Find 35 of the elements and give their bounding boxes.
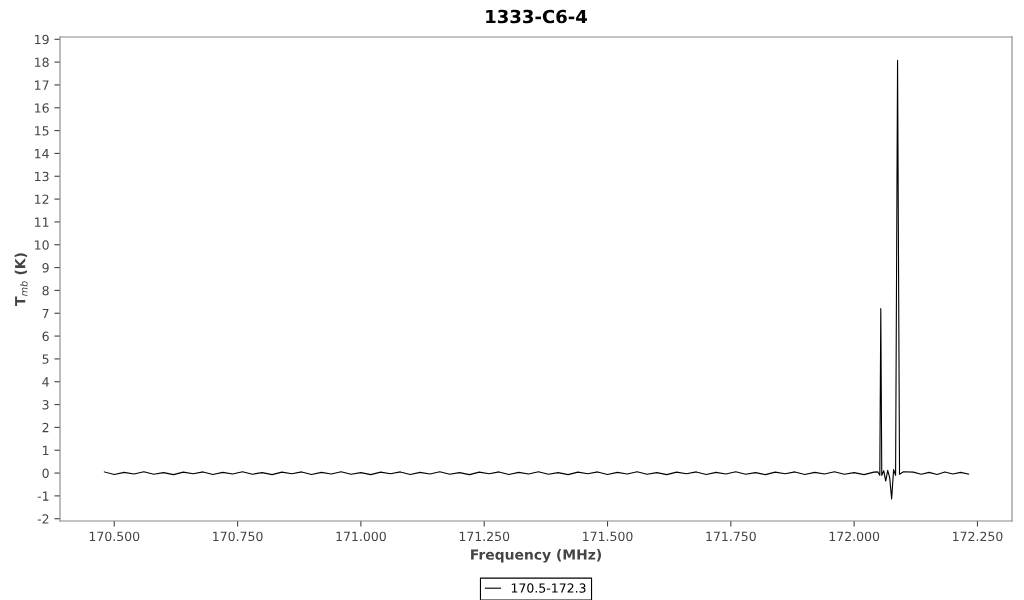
x-tick-label: 172.250 [953,531,1003,542]
x-axis-title: Frequency (MHz) [471,549,601,563]
y-tick-label: 6 [42,331,49,341]
y-tick-label: 0 [42,468,49,478]
x-tick-label: 172.000 [829,531,880,542]
chart-title: 1333-C6-4 [486,9,587,24]
y-tick-label: 14 [35,149,49,159]
y-tick-label: 1 [43,445,49,455]
y-tick-label: 5 [42,354,49,364]
x-tick-label: 170.750 [213,531,263,542]
legend-label: 170.5-172.3 [511,583,586,593]
y-tick-label: 18 [35,57,49,68]
y-tick-label: -1 [37,491,49,501]
y-tick-label: 15 [35,126,49,136]
y-tick-label: 3 [42,400,49,410]
y-tick-label: -2 [37,514,49,524]
y-tick-label: 10 [35,240,49,250]
x-tick-label: 171.250 [459,531,510,542]
x-tick-label: 170.500 [89,531,140,542]
x-tick-label: 171.750 [706,531,756,542]
x-tick-label: 171.000 [336,531,386,542]
y-tick-label: 7 [42,308,49,318]
y-tick-label: 16 [35,103,49,113]
y-tick-label: 13 [35,171,49,182]
y-tick-label: 19 [35,34,49,45]
y-tick-label: 17 [35,80,49,90]
line-series [103,59,970,500]
y-tick-label: 8 [42,285,49,296]
y-tick-label: 11 [35,217,49,227]
y-tick-label: 2 [42,422,49,433]
y-tick-label: 12 [35,194,49,204]
y-tick-label: 4 [42,377,49,387]
y-axis-title: T$_{mb}$ (K) [14,253,28,306]
y-tick-label: 9 [42,263,49,273]
x-tick-label: 171.500 [583,531,633,542]
